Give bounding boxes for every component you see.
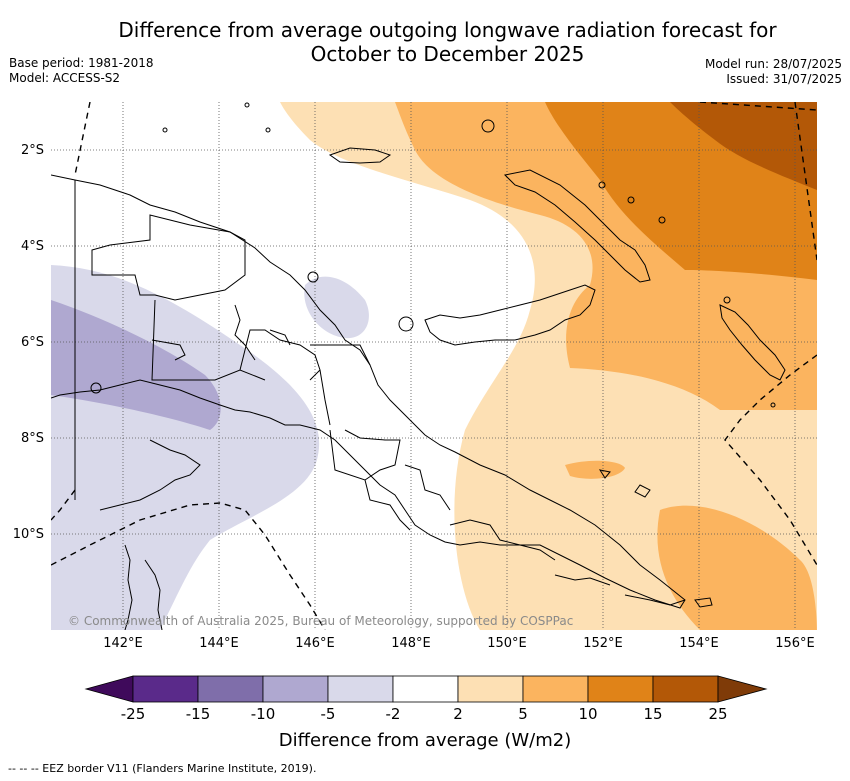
title-line-2: October to December 2025 xyxy=(310,42,585,66)
colorbar xyxy=(84,675,768,703)
colorbar-swatch xyxy=(652,675,719,703)
lon-label-144e: 144°E xyxy=(199,636,239,651)
colorbar-swatch xyxy=(587,675,654,703)
lon-label-156e: 156°E xyxy=(775,636,815,651)
bougainville xyxy=(719,304,786,381)
colorbar-swatch xyxy=(457,675,524,703)
graticule xyxy=(51,102,817,630)
colorbar-label: -5 xyxy=(320,705,336,723)
colorbar-label: -2 xyxy=(385,705,401,723)
model-info: Base period: 1981-2018 Model: ACCESS-S2 xyxy=(9,56,154,86)
lat-label-4s: 4°S xyxy=(20,239,44,254)
colorbar-swatch xyxy=(392,675,459,703)
colorbar-swatch xyxy=(327,675,394,703)
colorbar-label: 10 xyxy=(578,705,598,723)
colorbar-title: Difference from average (W/m2) xyxy=(278,730,572,751)
model-run: Model run: 28/07/2025 xyxy=(704,57,842,71)
colorbar-arrow-high xyxy=(717,675,768,703)
colorbar-label: 2 xyxy=(453,705,463,723)
colorbar-label: -10 xyxy=(250,705,276,723)
map-title: Difference from average outgoing longwav… xyxy=(0,18,850,66)
new-britain xyxy=(424,284,596,346)
lat-label-8s: 8°S xyxy=(20,431,44,446)
eez-legend-note: -- -- -- EEZ border V11 (Flanders Marine… xyxy=(8,762,317,775)
anomaly-plus5-south xyxy=(657,505,817,630)
manus-island xyxy=(328,147,392,164)
lon-label-152e: 152°E xyxy=(583,636,623,651)
copyright-notice: © Commonwealth of Australia 2025, Bureau… xyxy=(68,614,574,628)
lat-label-2s: 2°S xyxy=(20,143,44,158)
colorbar-label: 25 xyxy=(708,705,728,723)
model-name: Model: ACCESS-S2 xyxy=(9,71,121,85)
coastlines xyxy=(51,102,786,630)
lon-label-148e: 148°E xyxy=(391,636,431,651)
colorbar-label: -15 xyxy=(185,705,211,723)
colorbar-label: 15 xyxy=(643,705,663,723)
run-info: Model run: 28/07/2025 Issued: 31/07/2025 xyxy=(705,57,842,87)
lon-label-142e: 142°E xyxy=(103,636,143,651)
colorbar-swatch xyxy=(132,675,199,703)
lon-label-146e: 146°E xyxy=(295,636,335,651)
new-guinea-coast xyxy=(51,174,686,609)
colorbar-arrow-low xyxy=(84,675,134,703)
title-line-1: Difference from average outgoing longwav… xyxy=(118,18,777,42)
anomaly-minus5-blob xyxy=(304,276,369,339)
issued-date: Issued: 31/07/2025 xyxy=(726,72,842,86)
anomaly-plus5-small xyxy=(565,460,625,479)
lat-label-10s: 10°S xyxy=(12,527,44,542)
anomaly-field xyxy=(51,102,817,630)
base-period: Base period: 1981-2018 xyxy=(9,56,154,70)
colorbar-label: -25 xyxy=(120,705,146,723)
eez-borders xyxy=(51,102,817,630)
colorbar-swatch xyxy=(262,675,329,703)
colorbar-swatch xyxy=(522,675,589,703)
anomaly-plus15 xyxy=(670,102,817,190)
new-ireland xyxy=(503,169,651,283)
cape-york xyxy=(124,544,133,630)
lon-label-150e: 150°E xyxy=(487,636,527,651)
colorbar-label: 5 xyxy=(518,705,528,723)
anomaly-minus10 xyxy=(51,300,221,430)
colorbar-swatch xyxy=(197,675,264,703)
lat-label-6s: 6°S xyxy=(20,335,44,350)
lon-label-154e: 154°E xyxy=(679,636,719,651)
